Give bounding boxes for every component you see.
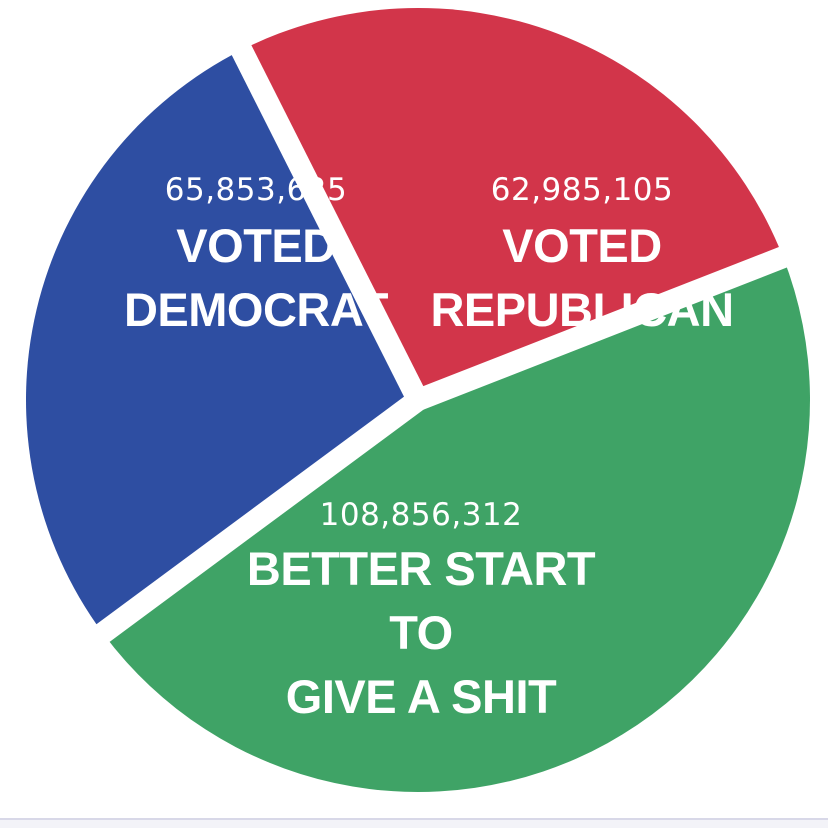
slice-label-group-1: 65,853,625 VOTED DEMOCRAT bbox=[124, 172, 389, 336]
slice-value-label: 108,856,312 bbox=[320, 497, 523, 533]
slice-category-label: TO bbox=[389, 606, 452, 659]
slice-category-label: BETTER START bbox=[247, 542, 596, 595]
slice-category-label: VOTED bbox=[502, 219, 661, 272]
slice-category-label: VOTED bbox=[176, 219, 335, 272]
slice-separator-1 bbox=[88, 391, 425, 648]
slice-category-label: DEMOCRAT bbox=[124, 283, 389, 336]
bottom-divider bbox=[0, 818, 828, 820]
slice-category-label: REPUBLICAN bbox=[430, 283, 733, 336]
pie-slice-1 bbox=[26, 49, 418, 634]
slice-category-label: GIVE A SHIT bbox=[286, 670, 557, 723]
slice-separator-3 bbox=[413, 243, 797, 411]
slice-value-label: 62,985,105 bbox=[491, 172, 674, 208]
slice-value-label: 65,853,625 bbox=[165, 172, 348, 208]
pie-labels: 65,853,625 VOTED DEMOCRAT 62,985,105 VOTED RE… bbox=[124, 172, 734, 723]
slice-separator-2 bbox=[227, 36, 428, 405]
pie-slices bbox=[22, 4, 814, 796]
pie-center-gap bbox=[407, 389, 429, 411]
slice-label-group-2: 62,985,105 VOTED REPUBLICAN bbox=[430, 172, 734, 336]
slice-label-group-3: 108,856,312 BETTER START TO GIVE A SHIT bbox=[247, 497, 597, 723]
bottom-strip bbox=[0, 820, 828, 828]
pie-slice-3 bbox=[102, 257, 810, 792]
